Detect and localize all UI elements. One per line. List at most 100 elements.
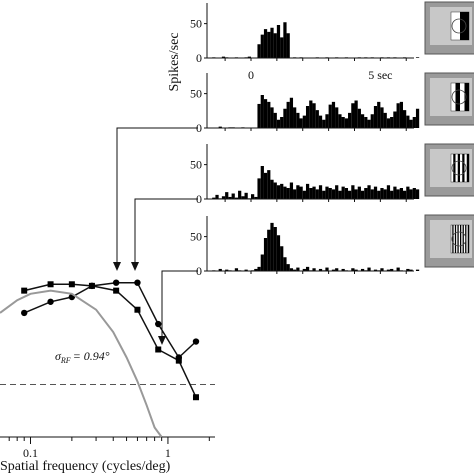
psth-bar [218, 126, 222, 128]
psth-bar [250, 194, 255, 199]
psth-bar [373, 269, 378, 271]
psth-panel-2: 0 50 [190, 73, 420, 135]
psth-bar [289, 97, 294, 128]
psth-bar [373, 186, 378, 199]
psth-bar [412, 117, 416, 128]
psth-bar [302, 268, 306, 271]
psth-bar [221, 56, 226, 58]
psth-bar [225, 269, 229, 271]
psth-bar [406, 186, 410, 199]
psth-bar [383, 189, 387, 199]
psth-bar [393, 186, 397, 199]
psth-bar [396, 267, 400, 271]
psth-bar [238, 190, 242, 199]
psth-bar [354, 100, 358, 128]
psth-bar [412, 188, 416, 199]
psth-bar [289, 182, 294, 199]
psth-bar [409, 189, 413, 199]
tuning-x-tick-label: 0.1 [23, 446, 38, 460]
stimulus-thumbnail-1 [424, 1, 474, 55]
thumbnail-grating-bar [466, 154, 469, 182]
psth-bar [406, 268, 410, 271]
psth-y-tick-label: 0 [196, 51, 202, 65]
psth-bar [315, 110, 319, 128]
psth-bar [409, 119, 413, 128]
psth-bar [296, 267, 300, 271]
psth-bar [354, 269, 358, 271]
psth-bar [276, 235, 281, 271]
psth-bar [403, 190, 407, 199]
sigma-subscript: RF [60, 356, 71, 365]
psth-bar [283, 108, 287, 128]
psth-bar [415, 108, 420, 128]
tuning-plot: 0.1 1 σRF = 0.94° Spatial frequency (cycle… [0, 279, 215, 474]
psth-bar [325, 186, 329, 199]
psth-bar [335, 268, 339, 271]
psth-bar [341, 117, 345, 128]
psth-bar [415, 269, 420, 271]
tuning-series-line-circle [23, 281, 197, 359]
psth-bar [273, 227, 277, 271]
psth-bar [415, 57, 420, 58]
psth-bar [254, 268, 258, 271]
tuning-point-circle [47, 298, 54, 305]
psth-bar [283, 186, 287, 199]
psth-bar [244, 269, 248, 271]
psth-bar [396, 103, 400, 128]
psth-bar [331, 269, 336, 271]
thumbnail-grating-bar [467, 225, 469, 253]
psth-bar [296, 185, 300, 199]
thumbnail-grating-bar [454, 225, 457, 253]
psth-bar [348, 190, 352, 199]
connector-arrows [113, 127, 198, 345]
tuning-content: 0.1 1 [0, 279, 215, 460]
psth-bar [325, 267, 329, 271]
psth-bar [244, 192, 248, 199]
stimulus-thumbnail-3 [424, 143, 474, 197]
psth-bar [225, 192, 229, 199]
psth-bar [354, 189, 358, 199]
psth-y-tick-label: 0 [196, 192, 202, 206]
psth-bar [305, 266, 310, 271]
psth-bar [338, 190, 342, 199]
psth-bar [280, 37, 284, 58]
arrowhead-3 [158, 336, 166, 345]
thumbnail-rf-circle [451, 160, 467, 176]
psth-bar [325, 114, 329, 128]
tuning-point-square [192, 394, 199, 401]
psth-bar [289, 268, 294, 271]
psth-bar [396, 189, 400, 199]
psth-bar [322, 119, 326, 128]
psth-bar [403, 110, 407, 128]
psth-bar [357, 108, 361, 128]
thumbnail-grating-bar [462, 225, 464, 253]
psth-bar [370, 114, 374, 128]
rf-model-curve [0, 289, 163, 438]
arrowhead-2 [131, 262, 139, 271]
psth-y-tick-label: 50 [190, 87, 202, 101]
psth-bar [263, 29, 268, 58]
psth-bar [215, 194, 219, 199]
psth-bar [254, 196, 258, 199]
psth-bar [260, 166, 264, 199]
psth-bar [257, 103, 261, 128]
thumbnail-grating-bar [455, 83, 460, 111]
psth-bar [221, 196, 226, 199]
psth-bar [312, 268, 316, 271]
psth-bar [383, 112, 387, 128]
psth-bar [257, 178, 261, 199]
psth-bar [399, 188, 404, 199]
psth-bar [344, 118, 349, 128]
psth-bar [373, 106, 378, 128]
psth-bar [309, 100, 313, 128]
psth-bar [270, 27, 274, 58]
psth-bar [360, 114, 365, 128]
psth-bar [377, 190, 381, 199]
connector-arrow-2 [134, 198, 198, 264]
tuning-point-circle [134, 279, 141, 286]
psth-bar [263, 238, 268, 271]
psth-bar [286, 188, 290, 199]
psth-bar [260, 34, 264, 58]
